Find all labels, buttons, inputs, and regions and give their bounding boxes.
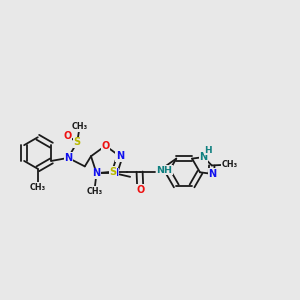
Text: NH: NH — [157, 166, 172, 175]
Text: N: N — [64, 153, 72, 163]
Text: S: S — [74, 137, 81, 147]
Text: CH₃: CH₃ — [30, 182, 46, 191]
Text: O: O — [101, 141, 110, 151]
Text: O: O — [63, 131, 72, 141]
Text: N: N — [116, 151, 124, 161]
Text: N: N — [200, 152, 208, 162]
Text: CH₃: CH₃ — [72, 122, 88, 131]
Text: N: N — [92, 168, 101, 178]
Text: CH₃: CH₃ — [86, 187, 103, 196]
Text: H: H — [205, 146, 212, 155]
Text: O: O — [136, 185, 144, 195]
Text: S: S — [110, 167, 117, 177]
Text: N: N — [110, 168, 118, 178]
Text: CH₃: CH₃ — [222, 160, 238, 169]
Text: N: N — [208, 169, 217, 179]
